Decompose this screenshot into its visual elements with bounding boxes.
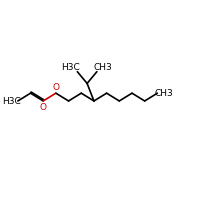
Text: O: O xyxy=(52,83,59,92)
Text: H3C: H3C xyxy=(2,97,21,106)
Text: H3C: H3C xyxy=(62,63,80,72)
Text: CH3: CH3 xyxy=(154,89,173,98)
Text: O: O xyxy=(40,103,47,112)
Text: CH3: CH3 xyxy=(94,63,113,72)
